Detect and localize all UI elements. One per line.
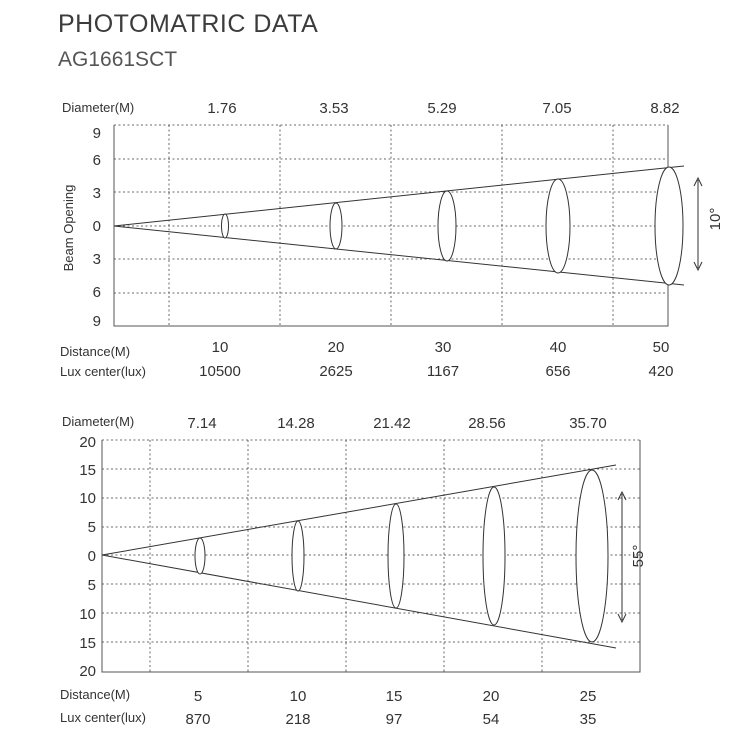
- grid: [113, 124, 669, 327]
- y-axis-label: Beam Opening: [61, 185, 76, 272]
- y-tick: 10: [79, 606, 96, 623]
- lux-label: Lux center(lux): [60, 364, 146, 379]
- grid: [101, 439, 641, 673]
- beam-edge-upper: [113, 165, 685, 227]
- y-tick: 9: [93, 125, 101, 142]
- diameter-value: 5.29: [427, 100, 456, 117]
- y-tick: 15: [79, 462, 96, 479]
- beam-section: [437, 190, 457, 262]
- distance-value: 15: [386, 688, 403, 705]
- diameter-value: 35.70: [569, 415, 607, 432]
- page-title: PHOTOMATRIC DATA: [58, 10, 319, 38]
- lux-value: 2625: [319, 363, 352, 380]
- y-tick: 6: [93, 284, 101, 301]
- y-tick: 3: [93, 251, 101, 268]
- y-tick: 3: [93, 185, 101, 202]
- diameter-value: 8.82: [650, 100, 679, 117]
- plot-frame: [101, 440, 641, 673]
- beam-section: [575, 469, 609, 643]
- distance-value: 10: [290, 688, 307, 705]
- lux-value: 10500: [199, 363, 241, 380]
- beam-angle-label: 10°: [707, 208, 724, 231]
- diameter-value: 1.76: [207, 100, 236, 117]
- lux-value: 218: [285, 711, 310, 728]
- angle-indicator: 10°: [693, 176, 724, 272]
- y-tick: 5: [88, 577, 96, 594]
- photometric-diagram-55deg: Diameter(M) 7.14 14.28 21.42 28.56 35.70…: [60, 414, 647, 728]
- beam-angle-label: 55°: [630, 545, 647, 568]
- beam-section: [545, 178, 571, 274]
- distance-value: 25: [580, 688, 597, 705]
- lux-value: 35: [580, 711, 597, 728]
- diameter-value: 3.53: [319, 100, 348, 117]
- distance-value: 40: [550, 339, 567, 356]
- beam-section: [194, 537, 206, 575]
- y-tick: 20: [79, 434, 96, 451]
- y-tick-labels: 20 15 10 5 0 5 10 15 20: [79, 434, 96, 680]
- arrow-up-icon: [693, 176, 703, 187]
- y-tick: 5: [88, 519, 96, 536]
- angle-indicator: 55°: [617, 490, 647, 624]
- beam-edge-upper: [101, 464, 617, 556]
- y-tick-labels: 9 6 3 0 3 6 9: [93, 125, 101, 330]
- y-tick: 20: [79, 663, 96, 680]
- beam-edge-lower: [113, 225, 685, 286]
- distance-label: Distance(M): [60, 687, 130, 702]
- diameter-label: Diameter(M): [62, 414, 134, 429]
- lux-value: 97: [386, 711, 403, 728]
- distance-value: 10: [212, 339, 229, 356]
- photometric-diagram-10deg: Diameter(M) 1.76 3.53 5.29 7.05 8.82 Bea…: [60, 100, 724, 380]
- diameter-value: 28.56: [468, 415, 506, 432]
- distance-label: Distance(M): [60, 344, 130, 359]
- diameter-values: 1.76 3.53 5.29 7.05 8.82: [207, 100, 679, 117]
- arrow-up-icon: [617, 490, 627, 501]
- beam-section: [654, 166, 684, 286]
- distance-value: 20: [483, 688, 500, 705]
- diameter-value: 7.05: [542, 100, 571, 117]
- diameter-label: Diameter(M): [62, 100, 134, 115]
- lux-label: Lux center(lux): [60, 710, 146, 725]
- beam-section: [291, 520, 305, 592]
- diameter-value: 7.14: [187, 415, 216, 432]
- y-tick: 0: [93, 218, 101, 235]
- y-tick: 6: [93, 152, 101, 169]
- y-tick: 0: [88, 548, 96, 565]
- distance-value: 20: [328, 339, 345, 356]
- beam-section: [387, 503, 405, 609]
- arrow-down-icon: [617, 613, 627, 624]
- model-number: AG1661SCT: [58, 48, 178, 71]
- y-tick: 9: [93, 313, 101, 330]
- beam-cone: [101, 464, 617, 649]
- beam-section: [221, 213, 229, 239]
- distance-value: 30: [435, 339, 452, 356]
- diameter-value: 14.28: [277, 415, 315, 432]
- diameter-values: 7.14 14.28 21.42 28.56 35.70: [187, 415, 606, 432]
- distance-value: 5: [194, 688, 202, 705]
- diameter-value: 21.42: [373, 415, 411, 432]
- y-tick: 10: [79, 490, 96, 507]
- lux-value: 1167: [427, 363, 459, 380]
- beam-edge-lower: [101, 554, 617, 649]
- y-tick: 15: [79, 635, 96, 652]
- beam-section: [482, 486, 506, 626]
- beam-section: [329, 202, 343, 250]
- beam-cone: [113, 165, 685, 286]
- lux-value: 420: [648, 363, 673, 380]
- distance-values: 5 10 15 20 25: [194, 688, 597, 705]
- distance-value: 50: [653, 339, 670, 356]
- lux-value: 870: [185, 711, 210, 728]
- distance-values: 10 20 30 40 50: [212, 339, 670, 356]
- arrow-down-icon: [693, 261, 703, 272]
- lux-value: 656: [545, 363, 570, 380]
- lux-values: 870 218 97 54 35: [185, 711, 596, 728]
- lux-value: 54: [483, 711, 500, 728]
- lux-values: 10500 2625 1167 656 420: [199, 363, 673, 380]
